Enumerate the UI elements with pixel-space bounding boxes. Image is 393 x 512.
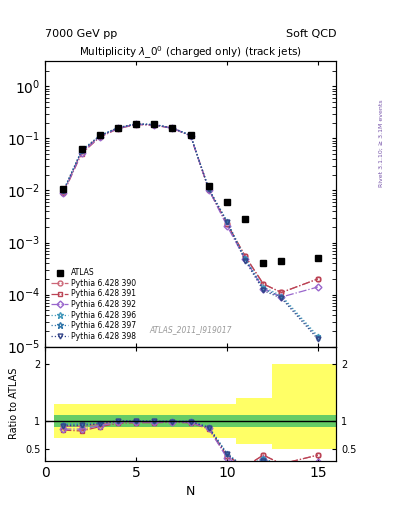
Title: Multiplicity $\lambda\_0^0$ (charged only) (track jets): Multiplicity $\lambda\_0^0$ (charged onl… (79, 44, 302, 61)
Y-axis label: Ratio to ATLAS: Ratio to ATLAS (9, 368, 19, 439)
Text: ATLAS_2011_I919017: ATLAS_2011_I919017 (149, 325, 232, 334)
Text: 7000 GeV pp: 7000 GeV pp (45, 29, 118, 38)
Legend: ATLAS, Pythia 6.428 390, Pythia 6.428 391, Pythia 6.428 392, Pythia 6.428 396, P: ATLAS, Pythia 6.428 390, Pythia 6.428 39… (49, 266, 139, 343)
Text: Soft QCD: Soft QCD (286, 29, 336, 38)
X-axis label: N: N (186, 485, 195, 498)
Text: Rivet 3.1.10; ≥ 3.1M events: Rivet 3.1.10; ≥ 3.1M events (379, 99, 384, 187)
Y-axis label: 1/σ dσ/dN: 1/σ dσ/dN (0, 179, 1, 229)
